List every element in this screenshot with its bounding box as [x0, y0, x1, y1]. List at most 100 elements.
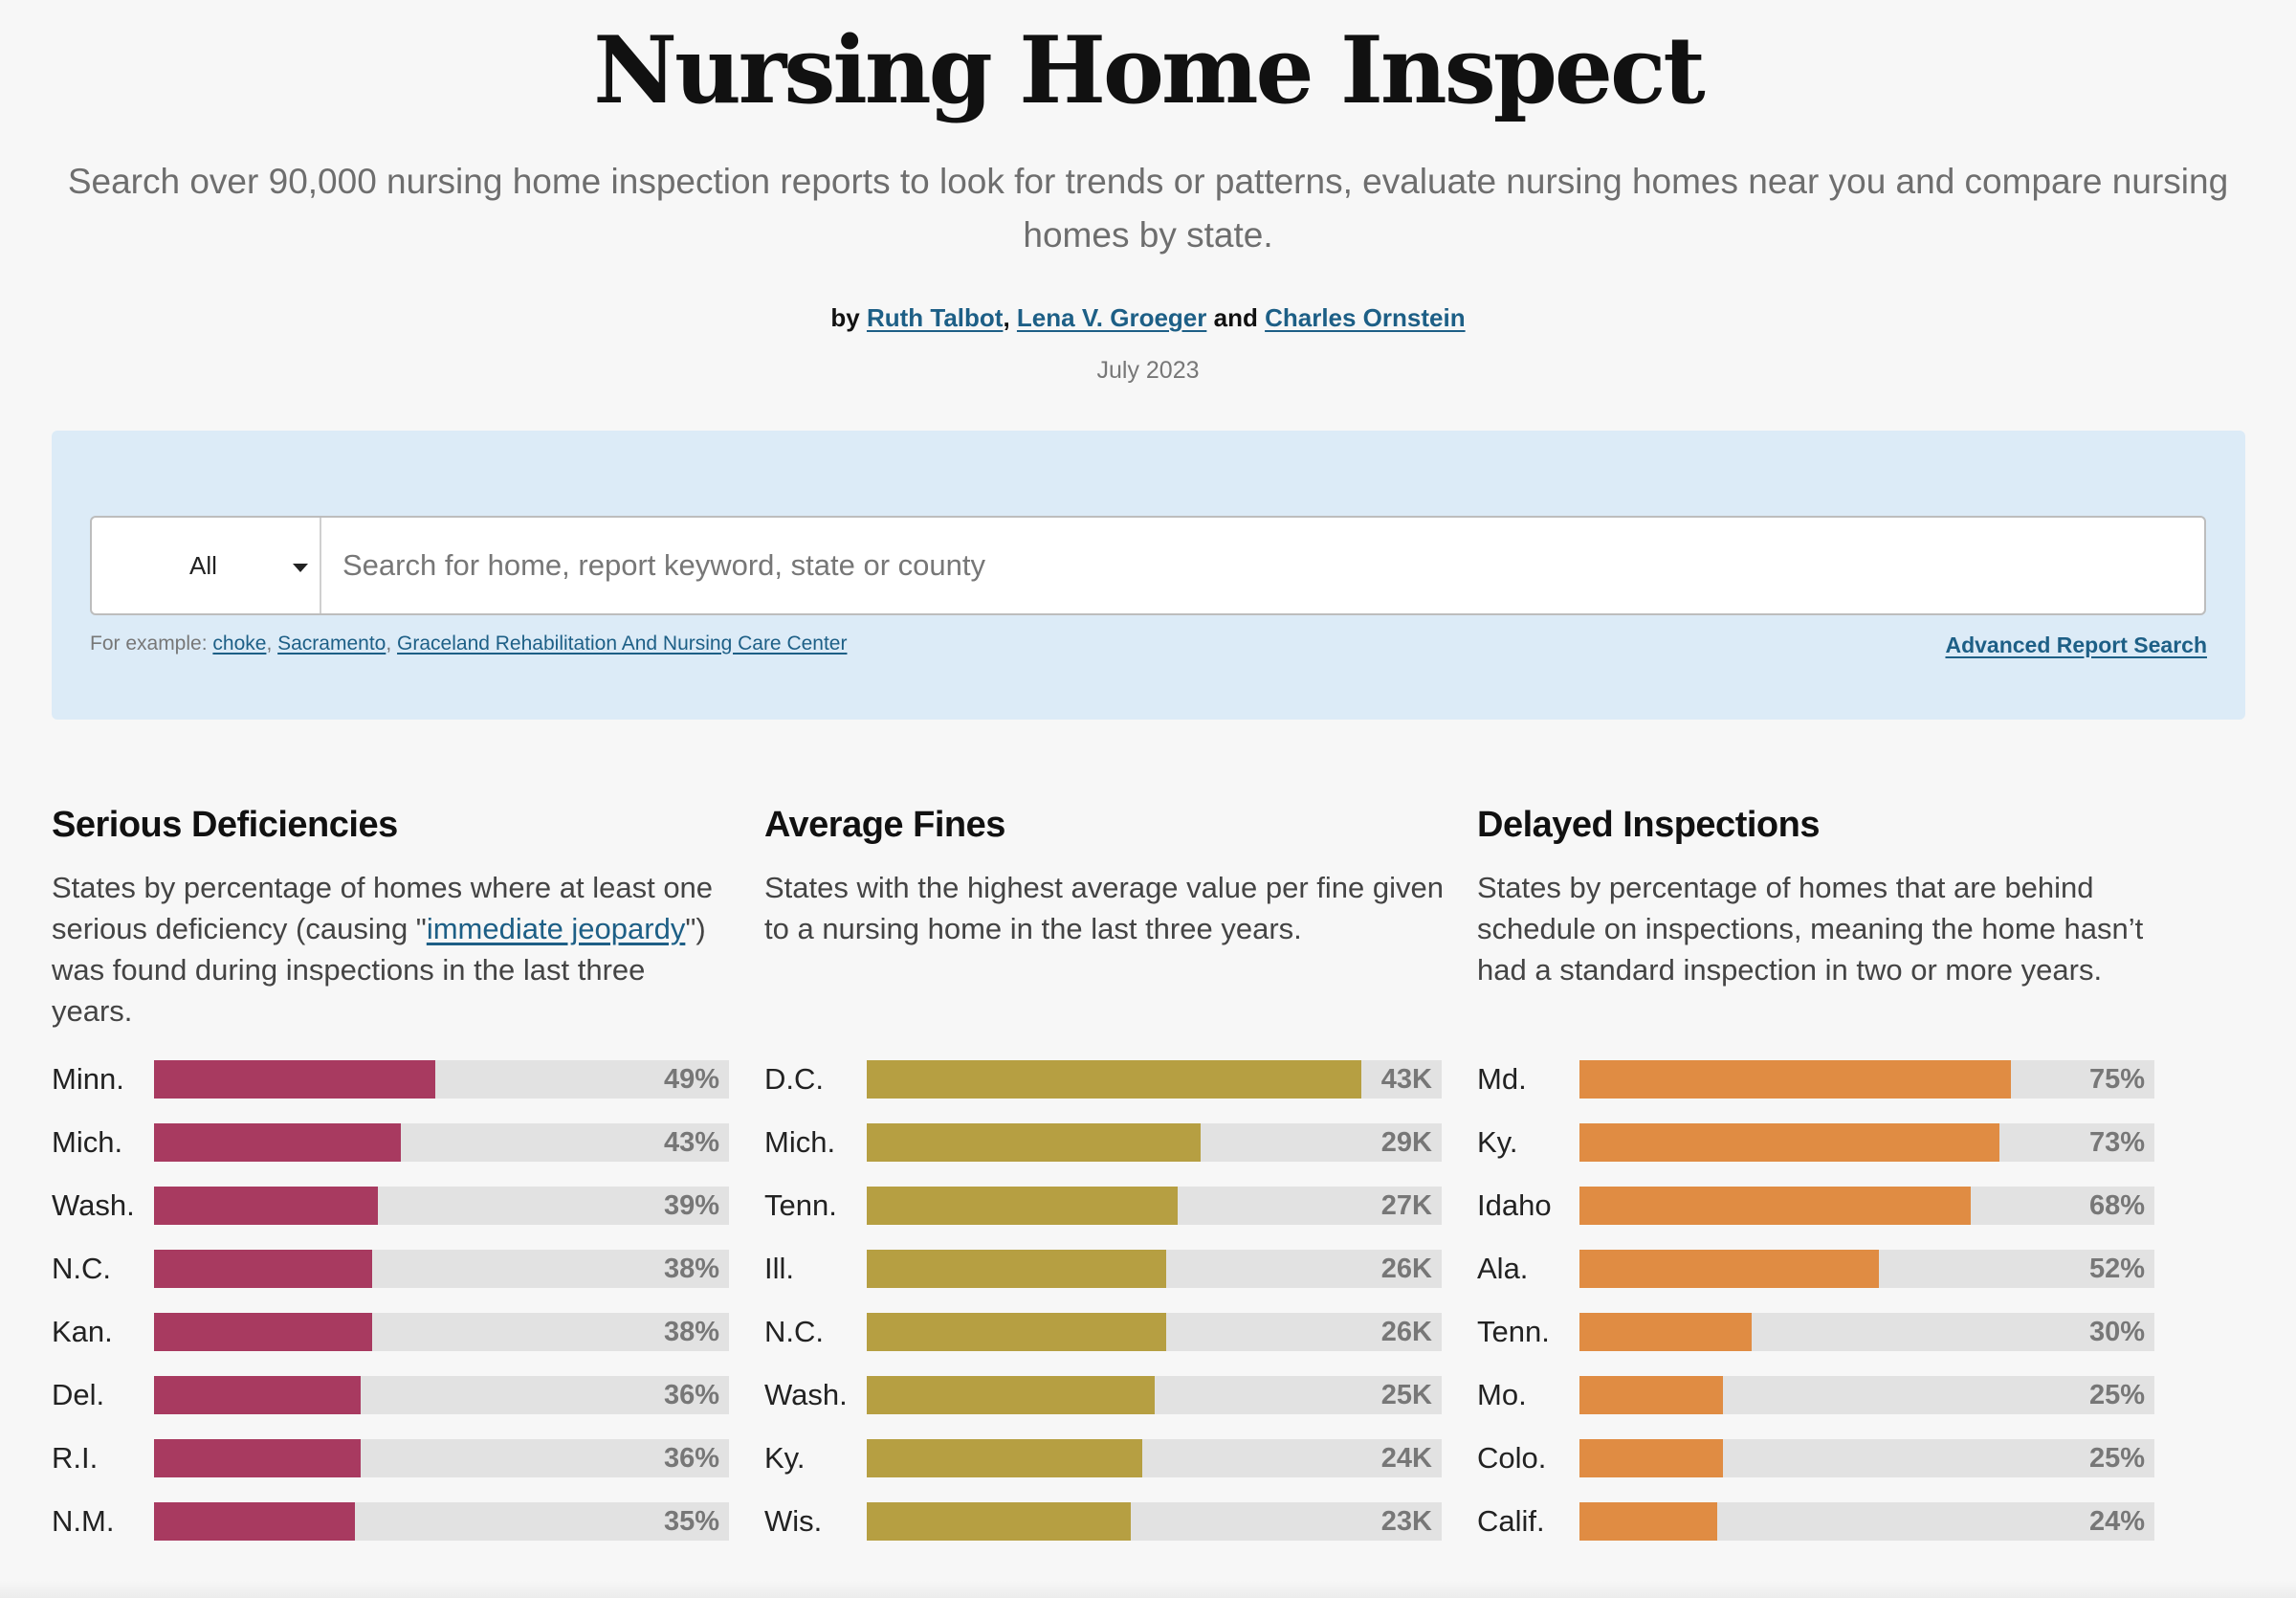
bar-category-label: Mich. [764, 1125, 836, 1159]
bar [154, 1502, 356, 1541]
bar-category-label: Minn. [52, 1062, 124, 1096]
author-link-ruth-talbot[interactable]: Ruth Talbot [866, 303, 1004, 332]
bar [154, 1187, 379, 1225]
bar-track: 38% [154, 1250, 729, 1288]
bar-value-label: 24% [2088, 1506, 2145, 1537]
chart-description: States by percentage of homes that are b… [1477, 871, 2144, 987]
bar-category-label: Ky. [764, 1441, 806, 1475]
bar-rows: D.C. 43K Mich. 29K Tenn. 27K Ill. 26K N.C. 26K Was… [764, 1060, 1444, 1565]
bar-row: Tenn. 27K [764, 1187, 1444, 1250]
author-link-charles-ornstein[interactable]: Charles Ornstein [1265, 303, 1466, 332]
bar [1579, 1376, 1724, 1414]
bar-track: 36% [154, 1439, 729, 1477]
example-link-choke[interactable]: choke [212, 633, 267, 655]
bar-row: Mich. 29K [764, 1123, 1444, 1187]
average-fines-chart: Average Fines States with the highest av… [764, 800, 1444, 1541]
bar-category-label: Kan. [52, 1315, 113, 1348]
bar [154, 1313, 373, 1351]
bar-track: 35% [154, 1502, 729, 1541]
bar [867, 1313, 1166, 1351]
chart-title: Serious Deficiencies [52, 805, 398, 845]
bar-row: Kan. 38% [52, 1313, 731, 1376]
bar [154, 1250, 373, 1288]
bar-track: 25% [1579, 1439, 2154, 1477]
byline-prefix: by [830, 303, 860, 332]
bar-row: Mo. 25% [1477, 1376, 2156, 1439]
author-link-lena-groeger[interactable]: Lena V. Groeger [1016, 303, 1207, 332]
advanced-report-search-link[interactable]: Advanced Report Search [1945, 633, 2207, 657]
bar-row: R.I. 36% [52, 1439, 731, 1502]
bar-track: 68% [1579, 1187, 2154, 1225]
bar [154, 1376, 362, 1414]
bar-row: Ky. 24K [764, 1439, 1444, 1502]
bar-category-label: N.C. [52, 1252, 111, 1285]
bar-track: 43K [867, 1060, 1442, 1099]
bar-category-label: Wis. [764, 1504, 823, 1538]
serious-deficiencies-chart: Serious Deficiencies States by percentag… [52, 800, 731, 1541]
bar [1579, 1123, 1999, 1162]
search-examples: For example: choke, Sacramento, Gracelan… [90, 631, 847, 657]
bar-row: Ky. 73% [1477, 1123, 2156, 1187]
bottom-edge-shade [0, 1581, 2296, 1598]
bar-category-label: D.C. [764, 1062, 824, 1096]
bar-value-label: 43K [1380, 1064, 1432, 1095]
page-title: Nursing Home Inspect [593, 16, 1706, 124]
bar [867, 1376, 1155, 1414]
bar-row: Minn. 49% [52, 1060, 731, 1123]
bar-value-label: 39% [663, 1190, 719, 1221]
bar-value-label: 26K [1380, 1254, 1432, 1284]
bar-row: Wash. 25K [764, 1376, 1444, 1439]
bar-track: 39% [154, 1187, 729, 1225]
bar [867, 1123, 1201, 1162]
bar-category-label: Wash. [52, 1188, 135, 1222]
search-input[interactable] [321, 518, 2204, 613]
bar [1579, 1439, 1724, 1477]
bar-category-label: Ky. [1477, 1125, 1518, 1159]
bar [1579, 1502, 1718, 1541]
bar-row: N.M. 35% [52, 1502, 731, 1565]
bar-category-label: Ill. [764, 1252, 794, 1285]
bar-value-label: 68% [2088, 1190, 2145, 1221]
bar-row: Del. 36% [52, 1376, 731, 1439]
chart-description: States by percentage of homes where at l… [52, 871, 714, 1028]
caret-down-icon [293, 564, 308, 572]
example-separator: , [266, 633, 273, 655]
bar-value-label: 49% [663, 1064, 719, 1095]
example-link-sacramento[interactable]: Sacramento [277, 633, 386, 655]
bar [154, 1123, 402, 1162]
bar-value-label: 36% [663, 1443, 719, 1474]
bar-value-label: 25K [1380, 1380, 1432, 1410]
bar-row: Mich. 43% [52, 1123, 731, 1187]
bar-track: 75% [1579, 1060, 2154, 1099]
bar-value-label: 36% [663, 1380, 719, 1410]
example-separator: , [386, 633, 392, 655]
bar [1579, 1313, 1753, 1351]
bar-category-label: Calif. [1477, 1504, 1545, 1538]
bar-value-label: 29K [1380, 1127, 1432, 1158]
chart-title: Delayed Inspections [1477, 805, 1820, 845]
scope-dropdown[interactable]: All [92, 518, 321, 613]
immediate-jeopardy-link[interactable]: immediate jeopardy [426, 912, 686, 945]
bar [867, 1439, 1143, 1477]
bar-track: 26K [867, 1313, 1442, 1351]
byline: by Ruth Talbot, Lena V. Groeger and Char… [0, 300, 2296, 335]
bar-row: Tenn. 30% [1477, 1313, 2156, 1376]
bar-row: Idaho 68% [1477, 1187, 2156, 1250]
bar-track: 26K [867, 1250, 1442, 1288]
bar-track: 49% [154, 1060, 729, 1099]
bar-row: Wash. 39% [52, 1187, 731, 1250]
bar-track: 73% [1579, 1123, 2154, 1162]
bar-category-label: Wash. [764, 1378, 848, 1411]
bar-track: 30% [1579, 1313, 2154, 1351]
bar [867, 1250, 1166, 1288]
bar-row: Md. 75% [1477, 1060, 2156, 1123]
bar-category-label: Tenn. [1477, 1315, 1550, 1348]
bar-value-label: 38% [663, 1254, 719, 1284]
bar-track: 29K [867, 1123, 1442, 1162]
bar-value-label: 25% [2088, 1443, 2145, 1474]
bar-value-label: 25% [2088, 1380, 2145, 1410]
bar [867, 1187, 1178, 1225]
bar-track: 24K [867, 1439, 1442, 1477]
bar-track: 24% [1579, 1502, 2154, 1541]
example-link-graceland[interactable]: Graceland Rehabilitation And Nursing Car… [397, 633, 848, 655]
